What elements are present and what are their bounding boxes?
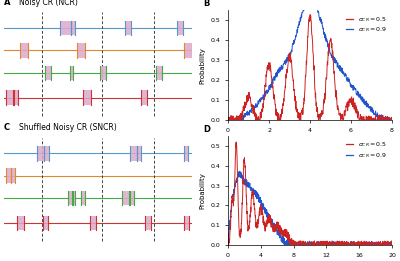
Bar [68,191,72,205]
Bar [184,43,192,58]
Bar [83,90,92,105]
Bar [125,21,131,35]
Bar [45,66,51,80]
Bar [17,216,24,230]
Bar [141,90,147,105]
Bar [6,90,14,105]
Bar [130,191,134,205]
Bar [11,168,15,183]
Bar [156,66,162,80]
Bar [60,21,71,35]
Bar [145,216,151,230]
Bar [71,21,76,35]
Bar [138,146,141,161]
Y-axis label: Probability: Probability [199,172,205,209]
Text: Shuffled Noisy CR (SNCR): Shuffled Noisy CR (SNCR) [19,123,117,132]
Bar [14,90,18,105]
Legend: $\sigma_{CR} = 0.5$, $\sigma_{CR} = 0.9$: $\sigma_{CR} = 0.5$, $\sigma_{CR} = 0.9$ [344,14,389,36]
Y-axis label: Probability: Probability [199,47,205,84]
Bar [184,146,188,161]
Bar [77,43,85,58]
Bar [130,146,138,161]
Bar [44,146,49,161]
Bar [81,191,85,205]
Bar [177,21,182,35]
Bar [90,216,96,230]
Text: D: D [203,124,210,134]
Bar [20,43,28,58]
Bar [122,191,129,205]
Text: Noisy CR (NCR): Noisy CR (NCR) [19,0,78,7]
Bar [184,216,189,230]
Legend: $\sigma_{CR} = 0.5$, $\sigma_{CR} = 0.9$: $\sigma_{CR} = 0.5$, $\sigma_{CR} = 0.9$ [344,139,389,161]
Bar [70,66,73,80]
Text: C: C [4,123,10,132]
Bar [6,168,10,183]
Text: A: A [4,0,10,7]
Bar [100,66,106,80]
Bar [37,146,44,161]
Text: B: B [203,0,210,8]
X-axis label: ISTIs in units of $\frac{T_{CR}}{N_s}$: ISTIs in units of $\frac{T_{CR}}{N_s}$ [277,138,343,154]
Bar [44,216,48,230]
Bar [73,191,76,205]
